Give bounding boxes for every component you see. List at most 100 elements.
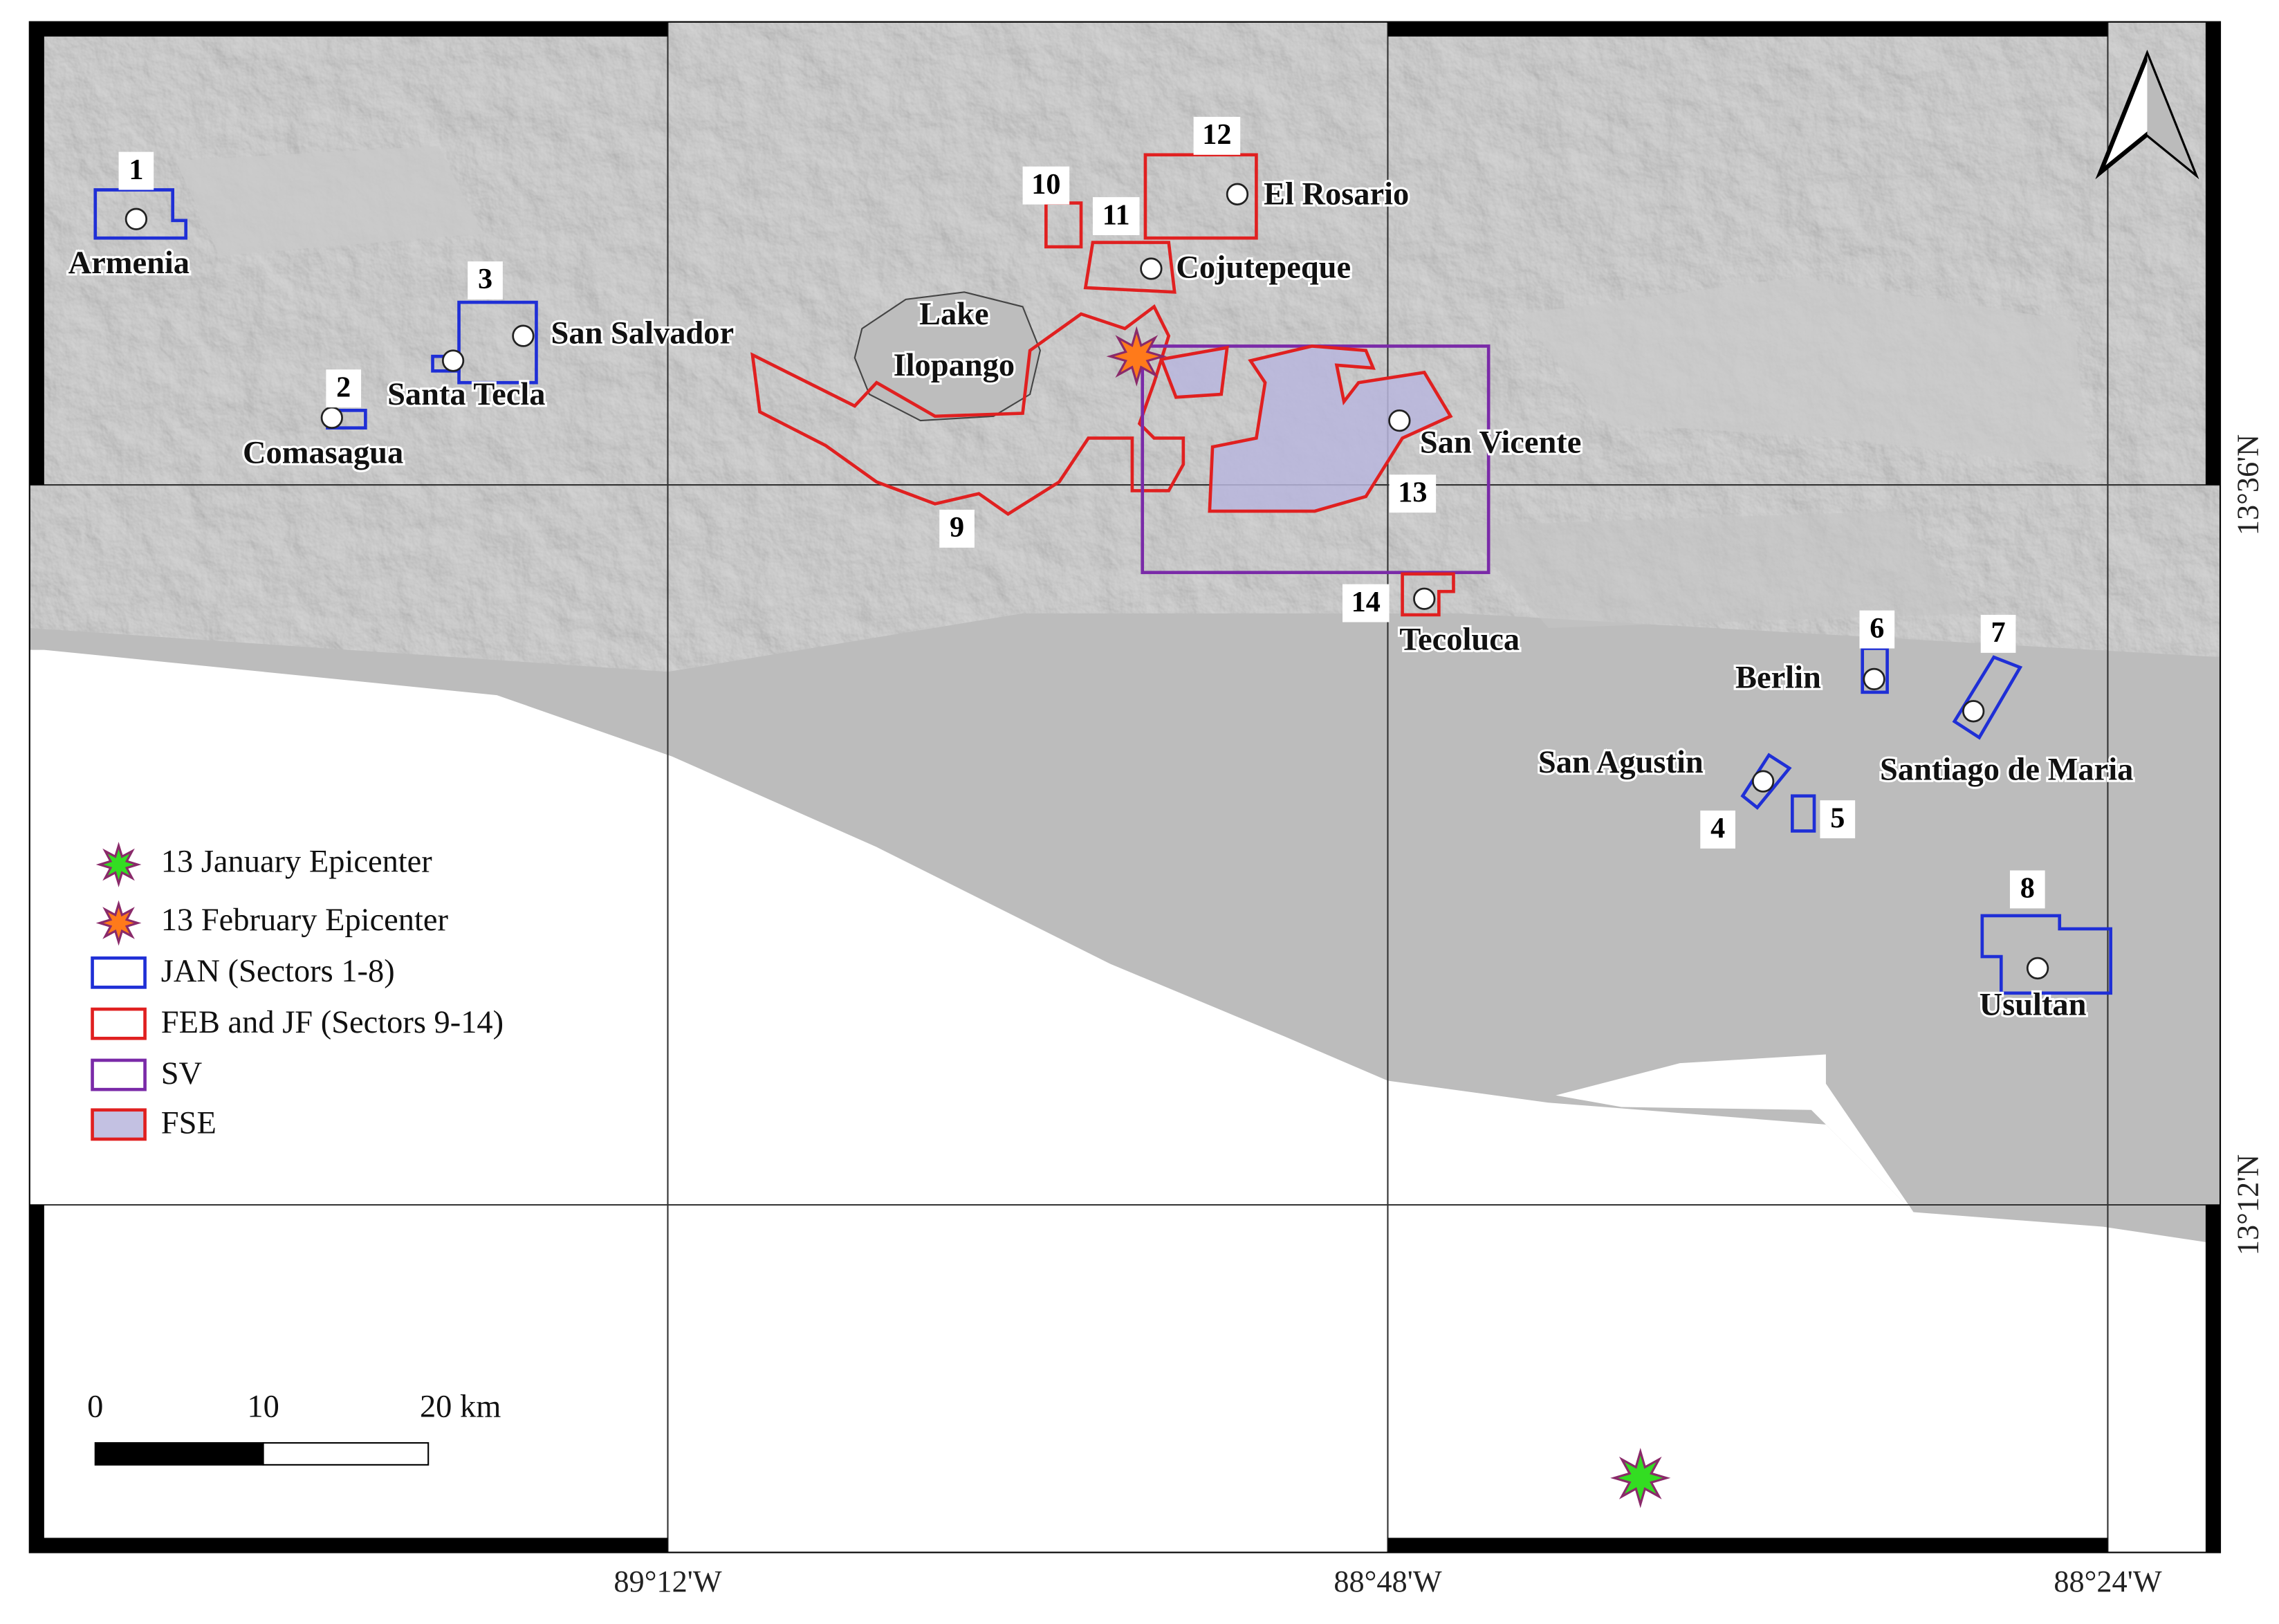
frame-bar: [29, 21, 44, 486]
frame-bar: [29, 1204, 44, 1553]
sector-11: [1083, 241, 1177, 294]
frame-bar: [1387, 1538, 2108, 1553]
place-dot: [1751, 770, 1775, 793]
sector-number: 7: [1991, 616, 2006, 649]
label-box: [1389, 474, 1437, 513]
coordinate-labels: 89°12'W 88°48'W 88°24'W 13°36'N 13°12'N: [613, 434, 2264, 1598]
january-epicenter: [1610, 1448, 1671, 1508]
frame-bar: [2205, 1204, 2221, 1553]
sector-numbers: 1 2 3 4 5 6 7 8 9 10 11 12 13 14: [129, 118, 2035, 905]
sector-14: [1401, 572, 1455, 617]
place-name: El Rosario: [1264, 177, 1409, 212]
label-box: [1022, 166, 1070, 205]
sector-number: 4: [1710, 812, 1725, 845]
place-name: San Vicente: [1420, 425, 1581, 461]
place-dot: [1140, 257, 1163, 280]
north-arrow: [2095, 49, 2199, 180]
legend-label: FSE: [161, 1106, 216, 1141]
lake-name: Lake: [919, 297, 989, 332]
place-dot: [512, 324, 535, 347]
sector-number: 12: [1202, 118, 1231, 151]
label-box: [1980, 614, 2016, 653]
place-name: Cojutepeque: [1176, 250, 1351, 285]
place-dots: [124, 183, 2049, 980]
sector-7: [1952, 655, 2023, 740]
scale-segment: [94, 1442, 264, 1466]
sector-1: [93, 188, 188, 240]
sector-number: 6: [1870, 612, 1884, 645]
legend-swatch: [91, 956, 147, 989]
sector-number: 1: [129, 154, 143, 186]
legend-swatch: [91, 1058, 147, 1091]
place-name: Santiago de Maria: [1880, 753, 2133, 788]
legend-symbol: [95, 900, 142, 946]
place-dot: [1226, 183, 1249, 205]
fse-area: [1208, 344, 1453, 513]
place-dot: [1863, 667, 1885, 691]
sector-8: [1980, 914, 2112, 995]
place-name: Berlin: [1735, 661, 1821, 696]
basemap: [29, 21, 2221, 1553]
sectors: [93, 153, 2112, 995]
label-box: [1193, 116, 1241, 155]
lowland: [175, 146, 483, 256]
lowland: [1519, 277, 2089, 468]
place-dot: [1962, 700, 1985, 723]
sector-number-boxes: [118, 116, 2045, 909]
legend-label: FEB and JF (Sectors 9-14): [161, 1005, 504, 1040]
scale-label: 10: [247, 1389, 279, 1424]
sector-number: 5: [1830, 802, 1845, 834]
legend: 13 January Epicenter 13 February Epicent…: [91, 842, 504, 1141]
sector-number: 10: [1031, 168, 1060, 201]
frame-bar: [29, 1538, 668, 1553]
north-arrow-shade: [2147, 55, 2195, 173]
label-box: [468, 261, 503, 299]
legend-symbol: [95, 842, 142, 887]
place-names: Armenia San Salvador Santa Tecla Comasag…: [66, 175, 2135, 1025]
sector-number: 9: [950, 511, 964, 544]
longitude-label: 88°24'W: [2054, 1564, 2161, 1598]
place-dot: [320, 406, 343, 430]
frame-bar: [2205, 21, 2221, 486]
sector-number: 3: [478, 263, 492, 295]
sector-4: [1740, 753, 1792, 810]
scale-segment: [262, 1442, 430, 1466]
place-dot: [2026, 957, 2049, 980]
sector-number: 8: [2020, 872, 2035, 905]
label-box: [939, 509, 975, 548]
scale-label: 20 km: [420, 1389, 501, 1424]
february-epicenter: [1106, 326, 1167, 387]
frame: [28, 21, 2222, 1553]
legend-label: JAN (Sectors 1-8): [161, 954, 395, 989]
place-dot: [124, 207, 148, 230]
label-box: [1343, 584, 1390, 622]
place-dot: [441, 349, 465, 372]
epicenters: [1106, 326, 1671, 1508]
label-box: [1092, 197, 1140, 235]
latitude-label: 13°12'N: [2231, 1154, 2265, 1255]
longitude-label: 89°12'W: [613, 1564, 721, 1598]
lake-name: Ilopango: [894, 348, 1015, 383]
sector-9: [750, 304, 1185, 517]
place-name: Armenia: [68, 246, 190, 281]
lake-ilopango: [854, 291, 1042, 422]
sector-number: 13: [1398, 476, 1427, 508]
legend-label: SV: [161, 1056, 203, 1091]
sector-number: 2: [336, 371, 351, 403]
legend-swatch: [91, 1007, 147, 1040]
scale-bar: 0 10 20 km: [87, 1389, 501, 1466]
legend-swatch: [91, 1108, 147, 1141]
place-name: San Agustin: [1538, 745, 1704, 780]
estuary: [1556, 1054, 1914, 1212]
latitude-label: 13°36'N: [2231, 434, 2265, 535]
scale-label: 0: [87, 1389, 103, 1424]
label-box: [1859, 610, 1895, 649]
place-name: Comasagua: [243, 435, 403, 470]
frame-border: [28, 21, 2222, 1553]
place-name: Usultan: [1980, 988, 2087, 1023]
legend-label: 13 February Epicenter: [161, 903, 449, 938]
sector-number: 14: [1351, 586, 1381, 618]
